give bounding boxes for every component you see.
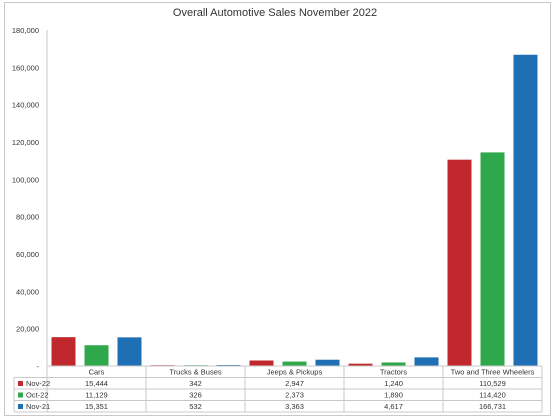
data-label: 2,373 xyxy=(285,391,304,400)
legend-swatch-nov-21 xyxy=(18,404,23,409)
data-label: 11,129 xyxy=(85,391,107,400)
legend-swatch-oct-22 xyxy=(18,392,23,398)
bar-oct-22-2 xyxy=(282,361,307,366)
bar-nov-22-3 xyxy=(348,363,373,366)
y-tick-label: 100,000 xyxy=(12,175,39,184)
category-label: Two and Three Wheelers xyxy=(451,368,535,377)
data-table: Cars Trucks & Buses Jeeps & Pickups Tractor… xyxy=(13,365,543,413)
y-tick-label: 60,000 xyxy=(16,250,39,259)
category-label: Tractors xyxy=(380,368,407,377)
bar-oct-22-0 xyxy=(84,345,109,366)
y-tick-label: 40,000 xyxy=(16,287,39,296)
data-label: 3,363 xyxy=(285,402,304,411)
bar-nov-21-4 xyxy=(513,54,538,366)
bars xyxy=(51,54,538,366)
bar-nov-21-2 xyxy=(315,359,340,366)
bar-nov-21-3 xyxy=(414,357,439,366)
data-label: 15,351 xyxy=(85,402,108,411)
legend-entry: Nov-22 xyxy=(26,379,50,388)
y-tick-label: 160,000 xyxy=(12,63,39,72)
data-label: 342 xyxy=(189,379,202,388)
legend-swatch-nov-22 xyxy=(18,381,23,386)
category-label: Cars xyxy=(89,368,105,377)
category-label: Jeeps & Pickups xyxy=(267,368,323,377)
data-label: 15,444 xyxy=(85,379,108,388)
bar-nov-21-0 xyxy=(117,337,142,366)
data-label: 114,420 xyxy=(479,391,506,400)
y-tick-label: 140,000 xyxy=(12,101,39,110)
chart-frame xyxy=(4,2,551,416)
y-tick-label: 180,000 xyxy=(12,26,39,35)
bar-oct-22-4 xyxy=(480,152,505,366)
y-tick-label: - xyxy=(37,362,40,371)
y-axis: - 20,000 40,000 60,000 80,000 100,000 120,000 1… xyxy=(12,26,48,371)
data-label: 532 xyxy=(189,402,202,411)
category-label: Trucks & Buses xyxy=(169,368,221,377)
bar-nov-22-0 xyxy=(51,337,76,366)
legend-entry: Nov-21 xyxy=(26,402,50,411)
legend-entry: Oct-22 xyxy=(26,391,49,400)
y-tick-label: 120,000 xyxy=(12,138,39,147)
data-label: 166,731 xyxy=(479,402,506,411)
bar-oct-22-3 xyxy=(381,362,406,366)
data-label: 1,240 xyxy=(384,379,403,388)
bar-nov-22-2 xyxy=(249,360,274,366)
data-label: 4,617 xyxy=(384,402,403,411)
y-tick-label: 20,000 xyxy=(16,325,39,334)
data-label: 326 xyxy=(189,391,202,400)
bar-nov-22-4 xyxy=(447,159,472,366)
data-label: 1,890 xyxy=(384,391,403,400)
data-label: 110,529 xyxy=(479,379,506,388)
data-label: 2,947 xyxy=(285,379,304,388)
y-tick-label: 80,000 xyxy=(16,213,39,222)
chart-title: Overall Automotive Sales November 2022 xyxy=(173,7,377,19)
